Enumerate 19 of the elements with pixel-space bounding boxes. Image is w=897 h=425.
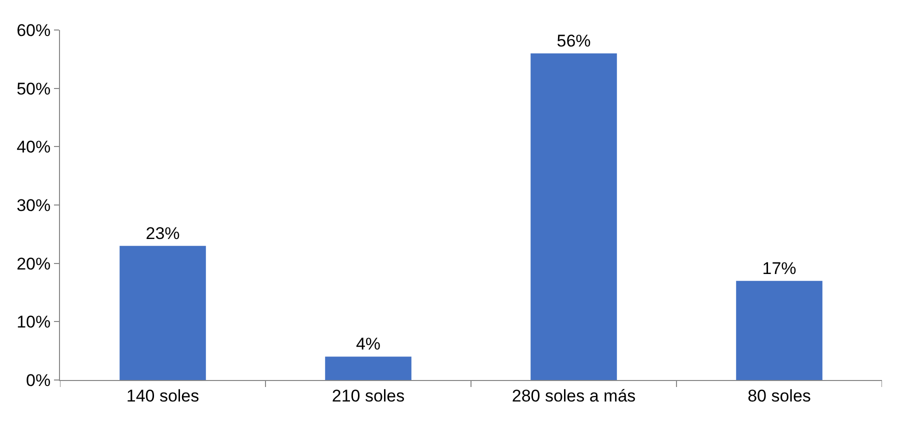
bar [530,53,617,380]
bar [120,246,206,380]
y-tick-label: 40% [16,138,51,157]
x-tick-label: 280 soles a más [512,386,636,406]
y-tick-label: 20% [16,254,51,274]
y-tick-label: 10% [16,312,51,332]
data-label: 23% [146,224,180,243]
y-tick-label: 50% [16,79,51,98]
x-tick-label: 210 soles [332,386,405,406]
y-tick-label: 0% [26,370,51,390]
data-label: 17% [762,258,796,278]
x-tick-label: 140 soles [126,386,200,406]
bar [736,280,822,380]
y-tick-label: 30% [16,196,51,215]
x-tick-label: 80 soles [748,386,811,406]
y-tick-label: 60% [16,20,51,40]
bar [325,356,412,380]
data-label: 4% [356,334,381,354]
data-label: 56% [556,31,591,50]
